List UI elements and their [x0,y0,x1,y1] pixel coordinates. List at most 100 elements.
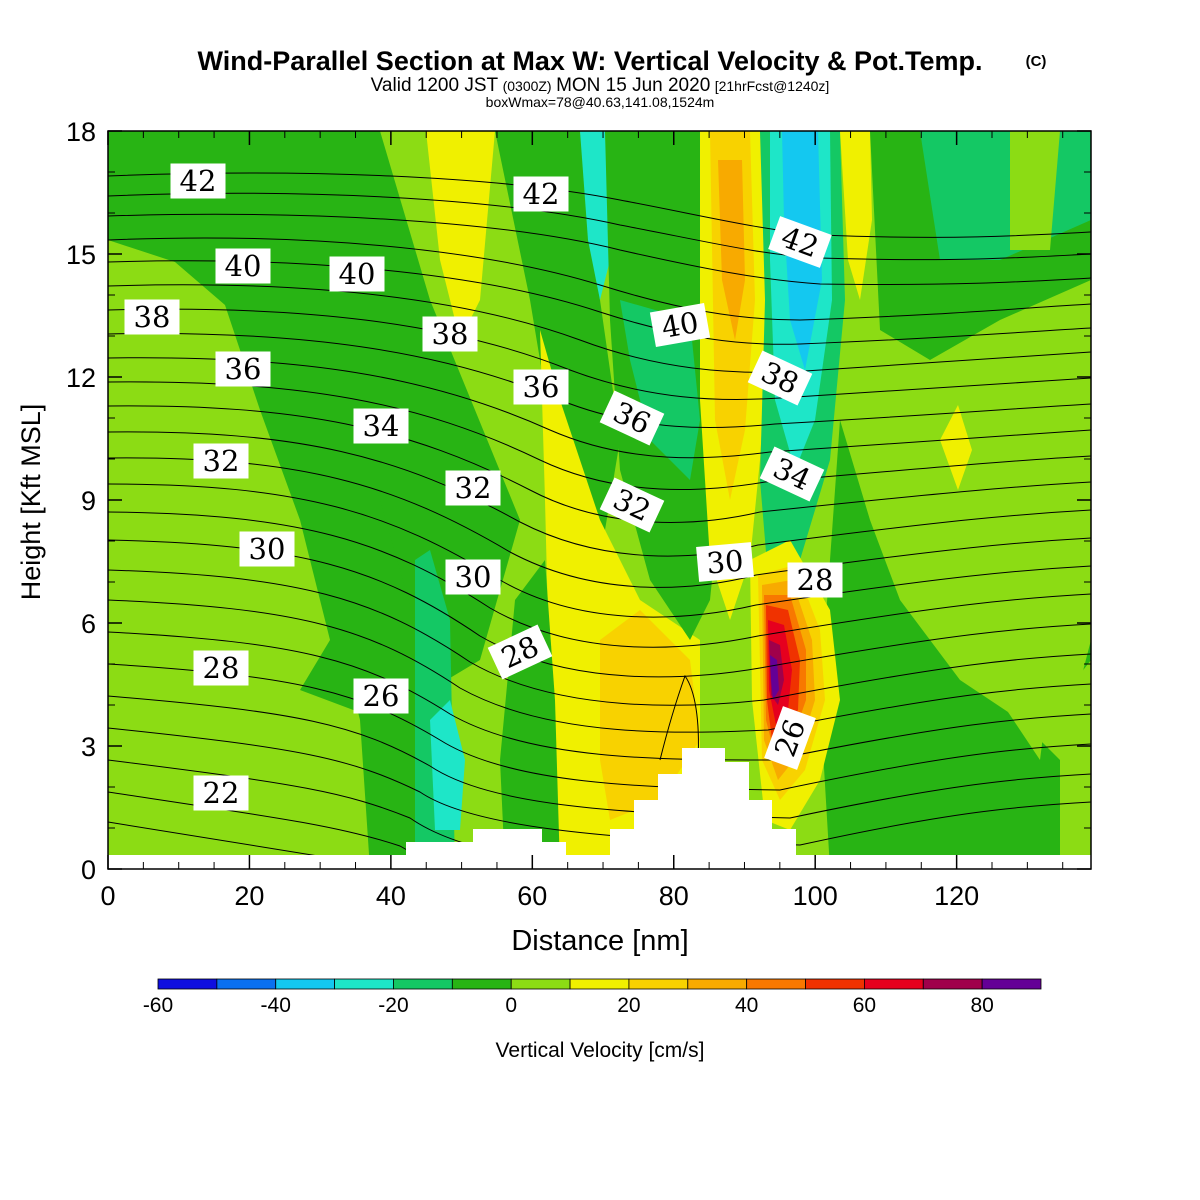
w-region [1010,131,1060,250]
copyright-mark: (C) [1026,53,1047,70]
colorbar-tick-label: 60 [853,994,876,1017]
colorbar-swatch [746,978,806,990]
w-region [840,131,872,300]
contour-label-text: 30 [455,560,492,594]
contour-label: 32 [193,443,249,479]
colorbar-tick-labels: -60 -40 -20 0 20 40 60 80 [143,994,994,1017]
contour-label-box [193,650,249,686]
y-axis-label: Height [Kft MSL] [16,404,46,601]
contour-label-text: 30 [705,543,745,580]
x-tick-label: 0 [100,881,115,911]
w-region [1060,660,1091,869]
contour-label-box [487,624,553,680]
contour-label-box [747,350,813,406]
axis-ticks [107,130,1091,870]
contour-label-box [329,256,385,292]
x-tick-label: 80 [659,881,689,911]
y-tick-label: 12 [66,363,96,393]
contour-label-box [353,678,409,714]
colorbar-swatch [451,978,512,990]
colorbar-tick-label: 40 [735,994,758,1017]
y-tick-label: 0 [81,855,96,885]
contour-label-box [696,542,754,582]
colorbar-swatch [510,978,571,990]
contour-label-text: 32 [455,471,492,505]
colorbar-tick-label: 0 [505,994,517,1017]
w-region [600,610,700,820]
contour-label-box [215,248,271,284]
contour-label-box [445,559,501,595]
contour-label: 36 [215,351,271,387]
plot-area [108,131,1091,869]
w-region [430,700,465,830]
w-region [620,300,700,480]
contour-label-text: 32 [203,444,240,478]
contour-label-box [513,369,569,405]
contour-label-box [768,216,832,268]
contour-label-box [599,390,665,446]
x-axis-label: Distance [nm] [511,925,688,957]
contour-label-text: 28 [797,563,834,597]
chart-title: Wind-Parallel Section at Max W: Vertical… [198,46,983,76]
x-tick-label: 120 [934,881,979,911]
contour-label-box [422,316,478,352]
contour-label: 28 [787,562,843,598]
contour-label: 38 [422,316,478,352]
colorbar-swatch [981,978,1042,990]
contour-label: 38 [124,299,180,335]
colorbar-swatch [216,978,277,990]
contour-label: 40 [329,256,385,292]
y-tick-label: 15 [66,240,96,270]
w-region [580,131,610,300]
contour-label-text: 26 [363,679,400,713]
contour-label-box [193,443,249,479]
contour-label-box [353,408,409,444]
colorbar-swatch [275,978,336,990]
y-tick-label: 6 [81,609,96,639]
valid-time-line: Valid 1200 JST (0300Z) MON 15 Jun 2020 [… [371,75,830,96]
x-tick-label: 60 [517,881,547,911]
x-tick-label: 20 [234,881,264,911]
contour-label-text: 36 [523,370,560,404]
contour-label-box [759,446,825,502]
colorbar-tick-label: 20 [617,994,640,1017]
contour-label-text: 38 [432,317,469,351]
contour-label-box [170,163,226,199]
w-region [300,300,420,869]
contour-label-box [193,775,249,811]
w-region [940,405,972,490]
contour-label: 22 [193,775,249,811]
contour-label: 30 [239,531,295,567]
w-region [426,131,495,340]
colorbar-swatch [922,978,983,990]
colorbar-swatch [569,978,630,990]
y-tick-label: 18 [66,117,96,147]
contour-label: 26 [353,678,409,714]
contour-label: 30 [445,559,501,595]
colorbar-tick-label: -20 [378,994,408,1017]
colorbar-swatch [393,978,453,990]
contour-label: 28 [487,624,553,680]
y-tick-label: 3 [81,732,96,762]
contour-label-text: 30 [249,532,286,566]
colorbar-label: Vertical Velocity [cm/s] [496,1039,705,1062]
box-wmax-line: boxWmax=78@40.63,141.08,1524m [486,94,715,110]
contour-label-text: 22 [203,776,240,810]
colorbar-swatch [805,978,865,990]
contour-label-box [239,531,295,567]
colorbar-swatch [628,978,689,990]
contour-label-text: 36 [225,352,262,386]
contour-label-box [513,176,569,212]
y-tick-label: 9 [81,486,96,516]
contour-label-text: 42 [523,177,560,211]
contour-label: 42 [170,163,226,199]
contour-label-text: 40 [225,249,262,283]
contour-label: 32 [445,470,501,506]
contour-label-box [124,299,180,335]
contour-label: 36 [513,369,569,405]
x-tick-label: 100 [793,881,838,911]
contour-label: 40 [215,248,271,284]
